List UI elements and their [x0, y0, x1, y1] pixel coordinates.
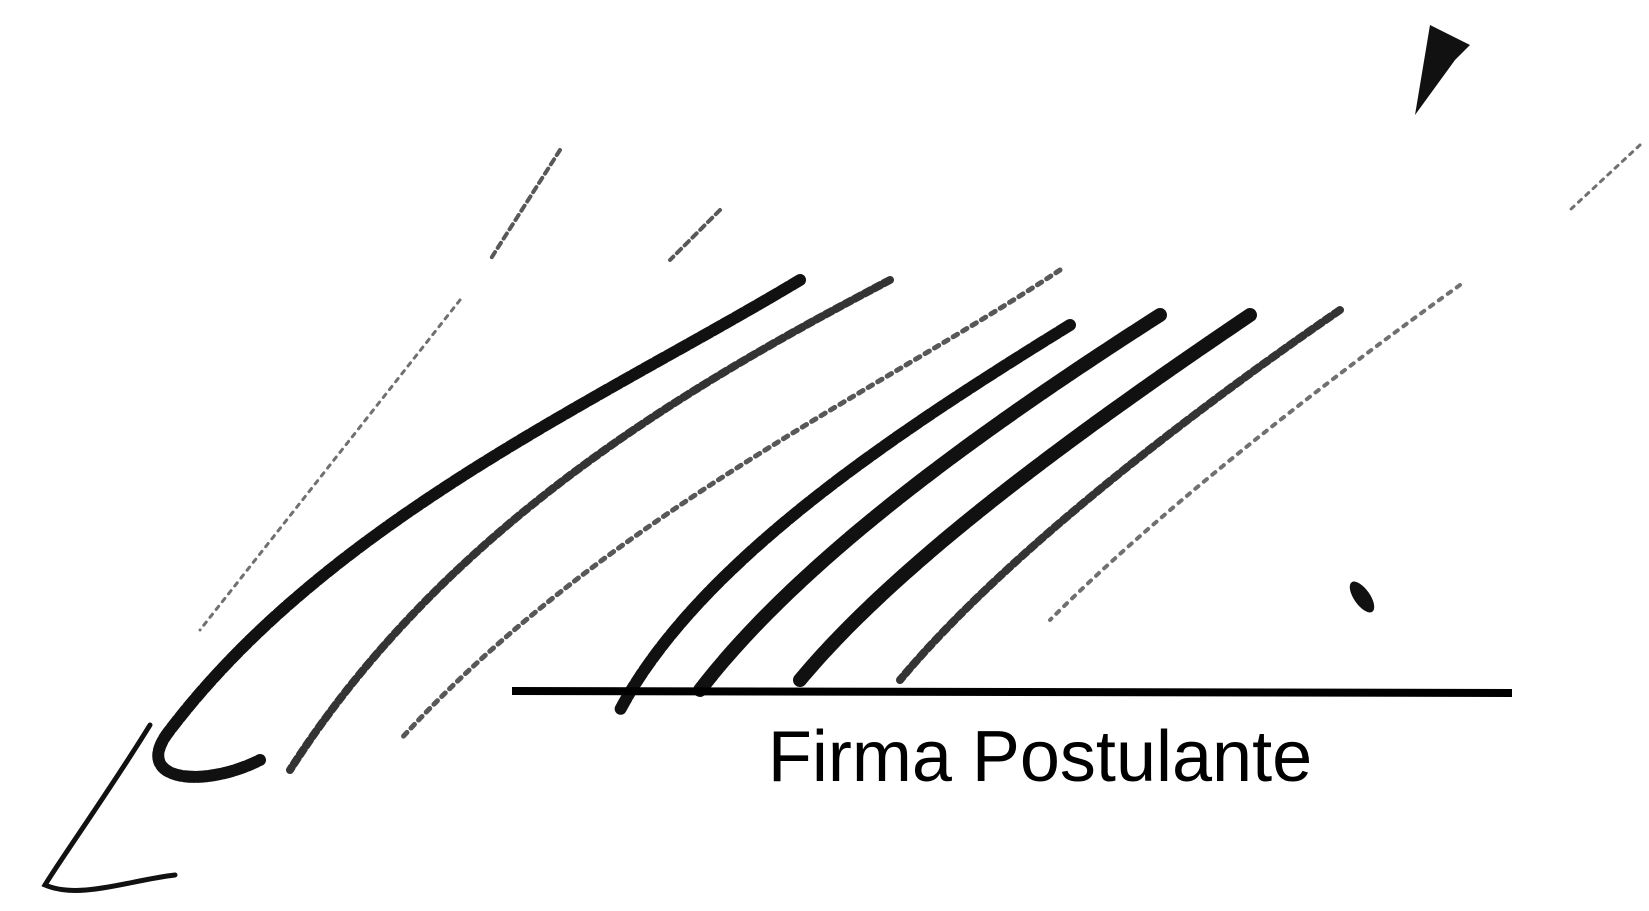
- signature-label: Firma Postulante: [768, 717, 1312, 797]
- pen-mark: [1415, 25, 1470, 115]
- signature-line: [511, 687, 1513, 697]
- signature-scribble: [41, 143, 1642, 893]
- ink-dot: [1349, 581, 1375, 613]
